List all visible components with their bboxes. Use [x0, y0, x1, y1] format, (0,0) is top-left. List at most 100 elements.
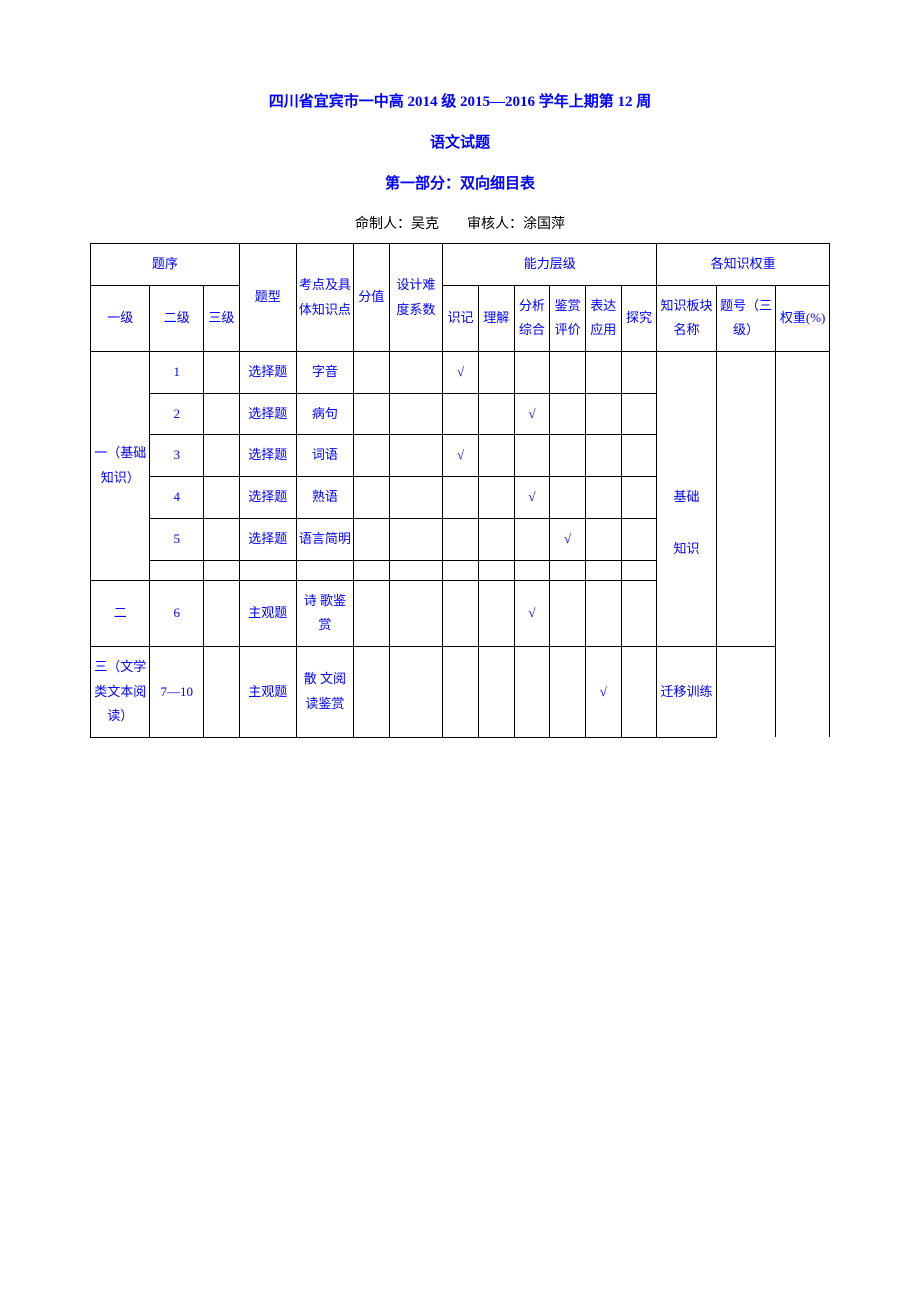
cell-shiji — [443, 393, 479, 435]
cell-kaodian: 熟语 — [296, 477, 353, 519]
cell-tihao — [716, 580, 775, 646]
cell-biaoda — [585, 477, 621, 519]
cell-sanji — [204, 518, 240, 560]
header-tixing: 题型 — [239, 244, 296, 352]
cell-fenzhi — [353, 393, 389, 435]
cell-kaodian — [296, 560, 353, 580]
cell-fenxi: √ — [514, 477, 550, 519]
header-zhishi-bankuai: 知识板块名称 — [657, 285, 716, 351]
cell-lijie — [478, 477, 514, 519]
header-biaoda: 表达应用 — [585, 285, 621, 351]
header-row-2: 一级 二级 三级 识记 理解 分析综合 鉴赏评价 表达应用 探究 知识板块名称 … — [91, 285, 830, 351]
cell-biaoda — [585, 518, 621, 560]
cell-sheji — [389, 560, 443, 580]
cell-kaodian: 语言简明 — [296, 518, 353, 560]
cell-fenzhi — [353, 435, 389, 477]
header-row-1: 题序 题型 考点及具体知识点 分值 设计难度系数 能力层级 各知识权重 — [91, 244, 830, 286]
cell-fenxi — [514, 646, 550, 737]
cell-sanji — [204, 435, 240, 477]
header-lijie: 理解 — [478, 285, 514, 351]
cell-fenzhi — [353, 477, 389, 519]
header-yiji: 一级 — [91, 285, 150, 351]
cell-shiji — [443, 646, 479, 737]
cell-yiji-2: 二 — [91, 580, 150, 646]
cell-tanjiu — [621, 393, 657, 435]
cell-tanjiu — [621, 477, 657, 519]
cell-sheji — [389, 352, 443, 394]
cell-biaoda — [585, 352, 621, 394]
cell-tixing: 主观题 — [239, 580, 296, 646]
cell-kaodian: 字音 — [296, 352, 353, 394]
cell-erji: 7—10 — [150, 646, 204, 737]
cell-zhishi: 基础 — [657, 477, 716, 519]
cell-erji — [150, 560, 204, 580]
cell-jianshang — [550, 646, 586, 737]
cell-zhishi — [657, 580, 716, 646]
cell-sheji — [389, 393, 443, 435]
cell-sheji — [389, 646, 443, 737]
cell-tanjiu — [621, 518, 657, 560]
cell-fenxi — [514, 518, 550, 560]
cell-sheji — [389, 435, 443, 477]
cell-sanji — [204, 646, 240, 737]
cell-lijie — [478, 435, 514, 477]
cell-fenzhi — [353, 560, 389, 580]
cell-yiji-3: 三（文学类文本阅读） — [91, 646, 150, 737]
header-fenxi: 分析综合 — [514, 285, 550, 351]
header-shiji: 识记 — [443, 285, 479, 351]
header-sheji: 设计难度系数 — [389, 244, 443, 352]
cell-zhishi: 知识 — [657, 518, 716, 580]
cell-jianshang — [550, 580, 586, 646]
cell-kaodian: 病句 — [296, 393, 353, 435]
cell-biaoda — [585, 560, 621, 580]
cell-lijie — [478, 393, 514, 435]
cell-kaodian: 词语 — [296, 435, 353, 477]
cell-sanji — [204, 580, 240, 646]
cell-tanjiu — [621, 435, 657, 477]
cell-tanjiu — [621, 580, 657, 646]
cell-sanji — [204, 352, 240, 394]
cell-kaodian: 诗 歌鉴赏 — [296, 580, 353, 646]
cell-tixing: 选择题 — [239, 477, 296, 519]
cell-quanzhong — [776, 352, 830, 738]
cell-lijie — [478, 580, 514, 646]
cell-lijie — [478, 352, 514, 394]
cell-kaodian: 散 文阅 读鉴赏 — [296, 646, 353, 737]
cell-fenxi: √ — [514, 580, 550, 646]
cell-shiji — [443, 560, 479, 580]
specification-table: 题序 题型 考点及具体知识点 分值 设计难度系数 能力层级 各知识权重 一级 二… — [90, 243, 830, 738]
table-row: 一（基础知识） 1 选择题 字音 √ — [91, 352, 830, 394]
cell-yiji-1: 一（基础知识） — [91, 352, 150, 580]
cell-sheji — [389, 477, 443, 519]
header-quanzhong-group: 各知识权重 — [657, 244, 830, 286]
cell-tanjiu — [621, 352, 657, 394]
cell-erji: 6 — [150, 580, 204, 646]
cell-shiji — [443, 580, 479, 646]
cell-lijie — [478, 518, 514, 560]
cell-erji: 2 — [150, 393, 204, 435]
cell-sheji — [389, 580, 443, 646]
cell-sanji — [204, 560, 240, 580]
header-tixu: 题序 — [91, 244, 240, 286]
cell-jianshang — [550, 393, 586, 435]
cell-biaoda — [585, 580, 621, 646]
cell-fenxi — [514, 352, 550, 394]
title-line-3: 第一部分：双向细目表 — [90, 172, 830, 193]
cell-biaoda: √ — [585, 646, 621, 737]
cell-fenzhi — [353, 580, 389, 646]
cell-sanji — [204, 477, 240, 519]
cell-zhishi — [657, 352, 716, 477]
cell-fenzhi — [353, 518, 389, 560]
cell-jianshang — [550, 477, 586, 519]
cell-shiji: √ — [443, 352, 479, 394]
cell-shiji — [443, 477, 479, 519]
cell-fenxi — [514, 560, 550, 580]
cell-shiji: √ — [443, 435, 479, 477]
cell-tixing: 选择题 — [239, 352, 296, 394]
header-fenzhi: 分值 — [353, 244, 389, 352]
title-line-2: 语文试题 — [90, 131, 830, 152]
cell-biaoda — [585, 435, 621, 477]
cell-tanjiu — [621, 646, 657, 737]
cell-erji: 5 — [150, 518, 204, 560]
cell-fenxi — [514, 435, 550, 477]
